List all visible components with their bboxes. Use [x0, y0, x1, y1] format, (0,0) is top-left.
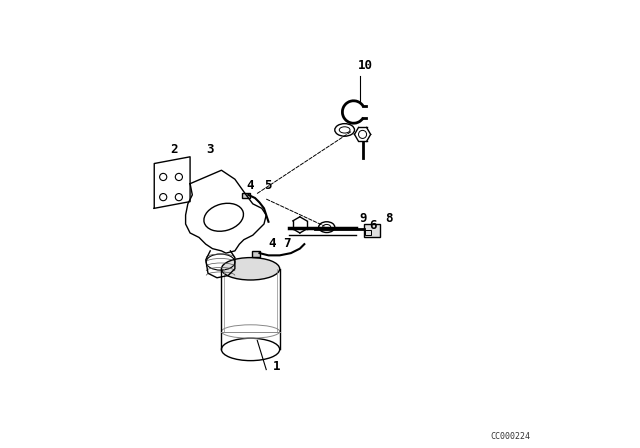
- Text: 1: 1: [273, 360, 280, 373]
- Text: 10: 10: [358, 60, 373, 73]
- Bar: [252, 251, 260, 257]
- Bar: [364, 224, 380, 237]
- Ellipse shape: [221, 258, 280, 280]
- Text: 4: 4: [246, 179, 253, 192]
- Text: 6: 6: [369, 220, 377, 233]
- Text: 8: 8: [385, 212, 392, 225]
- Text: 3: 3: [206, 143, 213, 156]
- Text: 5: 5: [264, 179, 271, 192]
- Text: CC000224: CC000224: [491, 432, 531, 441]
- Text: 2: 2: [170, 143, 177, 156]
- Text: 9: 9: [360, 212, 367, 225]
- Bar: [242, 193, 250, 198]
- Text: 7: 7: [284, 237, 291, 250]
- Text: 4: 4: [269, 237, 276, 250]
- Bar: [365, 230, 371, 235]
